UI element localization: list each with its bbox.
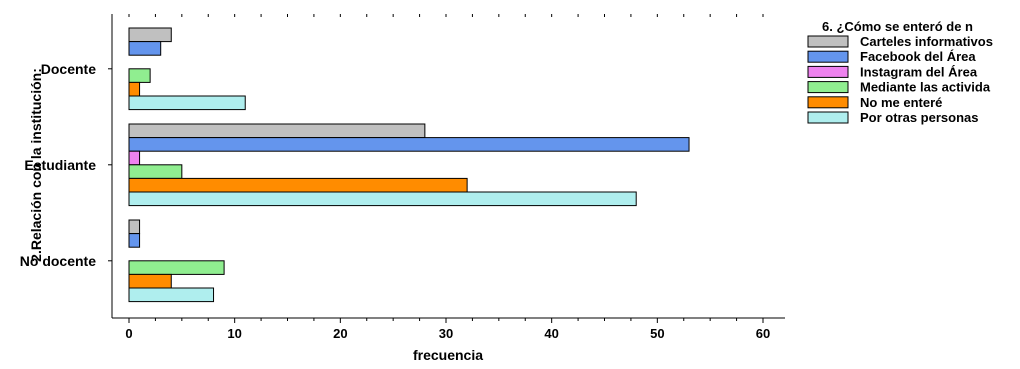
legend-swatch bbox=[807, 111, 849, 124]
legend-label: No me enteré bbox=[860, 95, 942, 110]
category-label: No docente bbox=[20, 253, 96, 269]
legend-title: 6. ¿Cómo se enteró de n bbox=[822, 19, 973, 34]
bar bbox=[128, 81, 141, 97]
bar bbox=[128, 95, 246, 111]
legend-label: Por otras personas bbox=[860, 110, 979, 125]
bar bbox=[128, 41, 162, 56]
bar bbox=[128, 164, 183, 179]
legend-label: Facebook del Área bbox=[860, 49, 976, 64]
x-axis-title: frecuencia bbox=[413, 347, 483, 363]
bar bbox=[128, 219, 141, 235]
legend-label: Instagram del Área bbox=[860, 64, 978, 79]
x-tick-label: 40 bbox=[544, 326, 558, 341]
bar bbox=[128, 273, 172, 289]
x-tick-label: 20 bbox=[333, 326, 347, 341]
legend-swatch bbox=[807, 81, 849, 94]
x-tick-label: 50 bbox=[650, 326, 664, 341]
bar bbox=[128, 287, 215, 303]
bar bbox=[128, 123, 426, 139]
legend-swatch bbox=[807, 50, 849, 63]
x-tick-label: 30 bbox=[439, 326, 453, 341]
legend-swatch bbox=[807, 65, 849, 78]
bar bbox=[128, 260, 225, 275]
bar bbox=[128, 177, 468, 193]
y-axis-title: 2.Relación con la institución: bbox=[28, 68, 44, 262]
bar bbox=[128, 137, 690, 152]
bar bbox=[128, 233, 141, 248]
legend-label: Mediante las activida bbox=[860, 80, 991, 95]
x-tick-label: 0 bbox=[125, 326, 132, 341]
bar bbox=[128, 68, 151, 83]
x-tick-label: 60 bbox=[756, 326, 770, 341]
bar bbox=[128, 27, 172, 43]
x-tick-label: 10 bbox=[227, 326, 241, 341]
bar bbox=[128, 150, 141, 166]
category-label: Estudiante bbox=[24, 157, 96, 173]
bar bbox=[128, 191, 637, 207]
category-label: Docente bbox=[41, 61, 96, 77]
legend-swatch bbox=[807, 96, 849, 109]
legend-label: Carteles informativos bbox=[860, 34, 993, 49]
legend-swatch bbox=[807, 35, 849, 48]
